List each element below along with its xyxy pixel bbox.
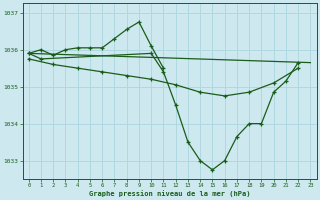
X-axis label: Graphe pression niveau de la mer (hPa): Graphe pression niveau de la mer (hPa) <box>89 190 250 197</box>
